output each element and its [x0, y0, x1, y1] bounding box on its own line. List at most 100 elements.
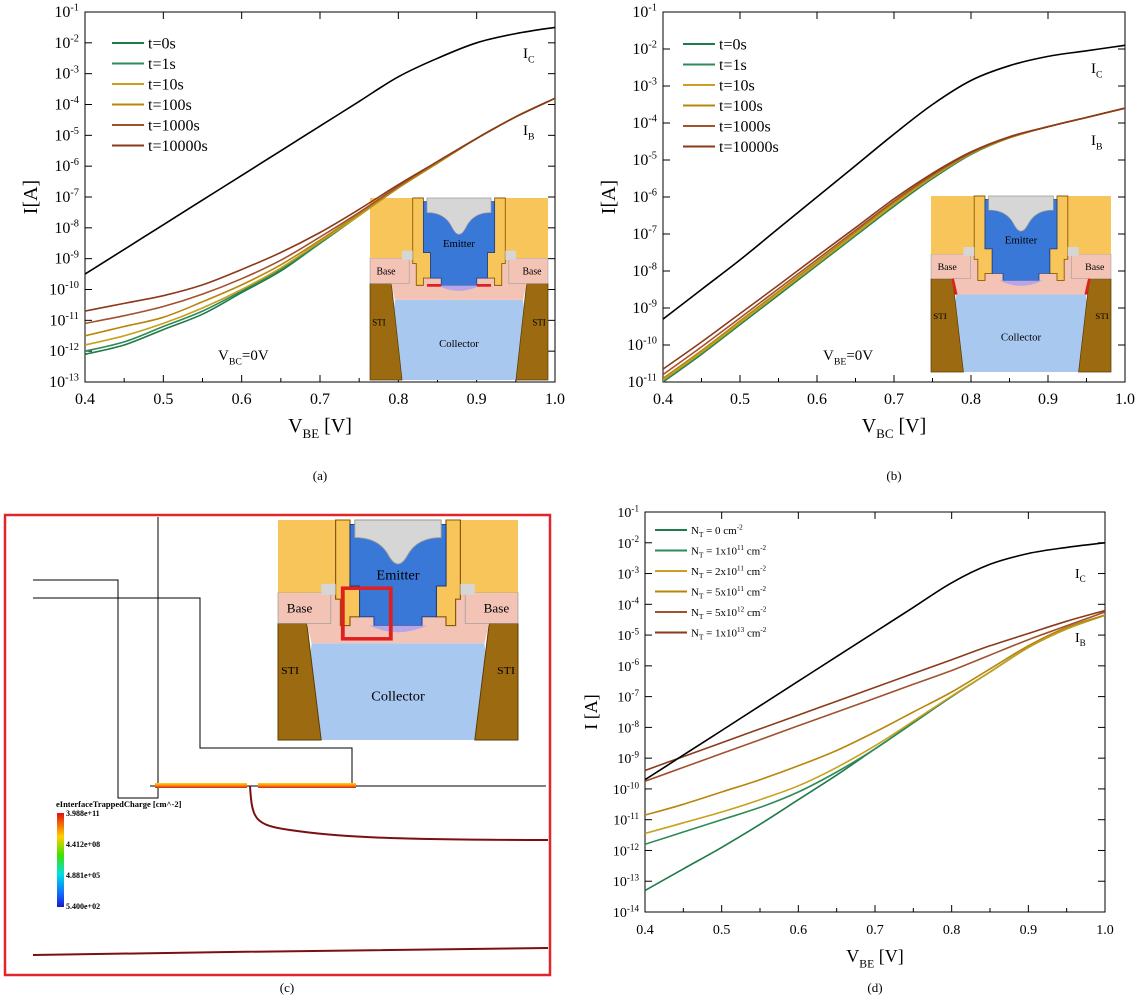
chart-d-ytick-label: 10-3 — [617, 565, 639, 583]
chart-a-ytick-label: 10-6 — [54, 157, 79, 175]
chart-a-legend-label-2: t=10s — [148, 77, 184, 94]
panel-c-label-emitter: Emitter — [376, 568, 420, 582]
chart-d-ytick-label: 10-6 — [617, 657, 639, 675]
chart-b-interface-highlight-right — [1084, 278, 1091, 295]
chart-d-xtick-label: 0.6 — [790, 923, 808, 938]
chart-d-svg: 0.4 0.5 0.6 0.7 0.8 0.9 1.0 10-14 10-13 10-12 10-1… — [581, 503, 1114, 995]
chart-b-ytick-label: 10-2 — [632, 40, 657, 58]
chart-a-legend-label-5: t=10000s — [148, 138, 208, 155]
chart-b-device-inset: Emitter Base Base STI STI Collector — [930, 195, 1112, 373]
chart-d-ytick-label: 10-14 — [613, 903, 640, 921]
chart-b-ytick-label: 10-8 — [632, 262, 657, 280]
chart-b-xtick-label: 0.8 — [961, 391, 981, 408]
chart-b-ytick-label: 10-11 — [628, 373, 657, 391]
chart-d-ytick-label: 10-12 — [613, 842, 640, 860]
chart-d-yaxis-label: I [A] — [581, 694, 601, 729]
chart-a-metal-right — [505, 198, 548, 259]
chart-d-ytick-label: 10-11 — [613, 811, 639, 829]
chart-a-device-inset: Emitter Base Base STI STI Collector — [369, 197, 549, 381]
chart-d-legend-label-4: NT = 5x1012 cm-2 — [691, 605, 767, 621]
panel-c-label-base-right: Base — [484, 602, 510, 615]
chart-b-bias-annotation: VBE=0V — [823, 348, 873, 368]
junction-line-upper — [249, 785, 549, 841]
panel-c-label-base-left: Base — [287, 602, 313, 615]
chart-d-ytick-label: 10-8 — [617, 719, 639, 737]
chart-a-metal-left — [370, 198, 413, 259]
chart-a-ytick-label: 10-7 — [54, 188, 79, 206]
chart-b-ytick-label: 10-1 — [632, 3, 657, 21]
chart-b-legend-label-1: t=1s — [719, 57, 747, 74]
chart-a-label-sti-right: STI — [532, 317, 545, 327]
chart-a-xtick-label: 0.5 — [153, 391, 173, 408]
chart-d-xtick-label: 0.9 — [1020, 923, 1038, 938]
chart-a-legend-label-4: t=1000s — [148, 118, 200, 135]
chart-b-interface-highlight-left — [951, 278, 958, 295]
chart-a-ytick-label: 10-1 — [54, 3, 79, 21]
chart-a-yaxis-label: I[A] — [20, 180, 42, 214]
chart-d-ytick-label: 10-2 — [617, 534, 639, 552]
chart-d-xtick-label: 0.4 — [636, 923, 654, 938]
chart-d-series-line-5 — [645, 609, 1105, 772]
chart-a-svg: 0.4 0.5 0.6 0.7 0.8 0.9 1.0 10-13 10-12 10-11 10-1… — [20, 3, 565, 483]
chart-d-legend-label-1: NT = 1x1011 cm-2 — [691, 544, 767, 560]
structure-line-spacer — [33, 517, 159, 799]
chart-d-xtick-label: 1.0 — [1096, 923, 1114, 938]
chart-a-xtick-label: 0.7 — [310, 391, 330, 408]
chart-b-ib-curve-label: IB — [1091, 133, 1103, 153]
chart-a-legend-label-1: t=1s — [148, 56, 176, 73]
chart-d-ib-curve-label: IB — [1075, 631, 1086, 648]
chart-b-metal-left — [931, 196, 975, 255]
chart-a-base-left — [369, 257, 410, 284]
chart-d-caption: (d) — [867, 980, 882, 995]
panel-c-oxide-right — [460, 583, 475, 595]
panel-c-device-inset: Emitter Base Base STI STI Collector — [277, 519, 519, 741]
chart-b-label-collector: Collector — [1001, 331, 1042, 343]
chart-b-xaxis-label: VBC [V] — [862, 415, 927, 441]
chart-d-legend-label-3: NT = 5x1011 cm-2 — [691, 585, 767, 601]
chart-b-ytick-label: 10-7 — [632, 225, 657, 243]
chart-a-label-base-right: Base — [522, 266, 542, 277]
chart-d-ytick-label: 10-5 — [617, 626, 639, 644]
chart-b-ytick-label: 10-10 — [627, 336, 657, 354]
chart-a-oxide-cap — [426, 197, 492, 235]
chart-panel-d: 0.4 0.5 0.6 0.7 0.8 0.9 1.0 10-14 10-13 10-12 10-1… — [573, 490, 1147, 1001]
chart-a-xtick-label: 0.8 — [388, 391, 408, 408]
chart-b-xtick-label: 0.5 — [730, 391, 750, 408]
chart-b-ytick-label: 10-3 — [632, 77, 657, 95]
colorbar-value-label: 4.412e+08 — [66, 840, 100, 849]
panel-c-label-collector: Collector — [371, 689, 425, 703]
chart-b-ytick-label: 10-6 — [632, 188, 657, 206]
chart-d-series-line-4 — [645, 611, 1105, 782]
chart-a-ytick-label: 10-10 — [49, 280, 79, 298]
trapped-charge-strip-left — [155, 783, 247, 788]
chart-a-ytick-label: 10-3 — [54, 64, 79, 82]
chart-d-ytick-label: 10-4 — [617, 596, 639, 614]
chart-d-ytick-label: 10-9 — [617, 750, 639, 768]
trapped-charge-strip-right — [258, 783, 356, 788]
chart-d-series-line-0 — [645, 614, 1105, 892]
chart-b-metal-right — [1067, 196, 1111, 255]
chart-d-series-line-1 — [645, 614, 1105, 846]
chart-a-ic-line — [85, 26, 555, 275]
chart-d-xtick-label: 0.8 — [943, 923, 961, 938]
chart-a-xtick-label: 0.9 — [467, 391, 487, 408]
panel-c-base-right — [464, 592, 519, 624]
chart-a-oxide-left — [402, 250, 413, 260]
chart-a-legend-label-3: t=100s — [148, 97, 192, 114]
chart-a-caption: (a) — [313, 468, 327, 483]
chart-b-label-sti-left: STI — [933, 311, 947, 321]
chart-b-oxide-cap — [988, 195, 1054, 232]
chart-d-series-line-2 — [645, 614, 1105, 835]
chart-b-series-line-5 — [663, 107, 1125, 370]
chart-b-yaxis-label: I[A] — [598, 180, 620, 214]
colorbar-value-label: 4.881e+05 — [66, 871, 100, 880]
chart-b-base-right — [1071, 253, 1112, 279]
chart-b-oxide-left — [963, 247, 975, 256]
chart-d-legend-label-0: NT = 0 cm-2 — [691, 523, 743, 539]
chart-d-legend-label-5: NT = 1x1013 cm-2 — [691, 626, 767, 642]
chart-a-series-line-5 — [85, 97, 555, 312]
panel-c-zoom-box — [340, 586, 393, 641]
chart-b-xtick-label: 0.6 — [807, 391, 827, 408]
chart-b-intrinsic-base — [999, 280, 1043, 286]
chart-d-series-line-3 — [645, 614, 1105, 816]
